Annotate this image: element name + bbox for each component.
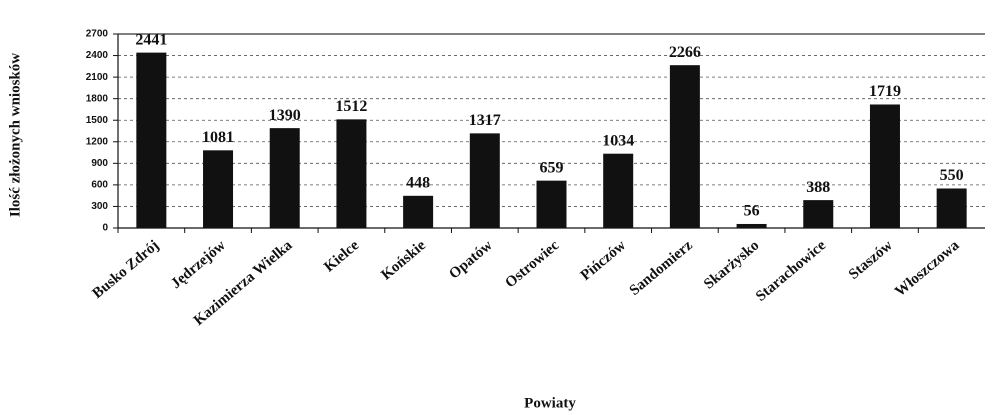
y-tick-label: 2100	[86, 72, 109, 83]
bar	[869, 104, 900, 228]
data-label: 1317	[469, 112, 501, 129]
bar	[603, 153, 634, 228]
y-tick-label: 300	[91, 201, 108, 212]
x-tick-label: Sandomierz	[627, 237, 696, 299]
y-axis-title: Ilość złożonych wniosków	[7, 53, 23, 217]
data-label: 1719	[869, 83, 901, 100]
x-tick-label: Kielce	[321, 237, 362, 275]
y-tick-label: 2400	[86, 50, 109, 61]
x-tick-label: Pińczów	[578, 237, 629, 284]
bar	[269, 128, 300, 228]
x-tick-label: Ostrowiec	[502, 237, 562, 291]
x-tick-label: Staszów	[846, 237, 896, 283]
bar	[136, 52, 167, 228]
data-label: 56	[744, 203, 760, 220]
x-tick-label: Skarżysko	[701, 237, 762, 292]
bar	[803, 200, 834, 228]
data-label: 2266	[669, 44, 701, 61]
y-tick-label: 0	[102, 223, 108, 234]
x-tick-label: Końskie	[378, 237, 429, 283]
y-tick-label: 1200	[86, 136, 109, 147]
y-tick-label: 600	[91, 180, 108, 191]
y-tick-label: 1800	[86, 93, 109, 104]
y-tick-label: 900	[91, 158, 108, 169]
bar	[936, 188, 967, 228]
bar	[403, 195, 434, 228]
x-axis-title: Powiaty	[524, 395, 576, 411]
data-label: 1390	[269, 107, 301, 124]
data-label: 448	[406, 174, 430, 191]
data-label: 2441	[135, 31, 167, 48]
bar	[469, 133, 500, 228]
x-tick-label: Włoszczowa	[892, 237, 963, 300]
x-tick-label: Opatów	[446, 237, 495, 282]
y-tick-label: 1500	[86, 115, 109, 126]
data-label: 1512	[335, 98, 367, 115]
bar	[336, 119, 367, 228]
data-label: 659	[540, 159, 564, 176]
bar	[203, 150, 234, 228]
bar	[736, 223, 767, 228]
data-label: 1081	[202, 129, 234, 146]
data-label: 550	[940, 167, 964, 184]
bar	[669, 65, 700, 228]
x-tick-label: Busko Zdrój	[90, 237, 163, 302]
y-tick-label: 2700	[86, 29, 109, 40]
x-tick-label: Jędrzejów	[168, 237, 229, 292]
bar	[536, 180, 567, 228]
data-label: 1034	[602, 132, 634, 149]
x-tick-label: Starachowice	[753, 237, 829, 305]
data-label: 388	[806, 179, 830, 196]
